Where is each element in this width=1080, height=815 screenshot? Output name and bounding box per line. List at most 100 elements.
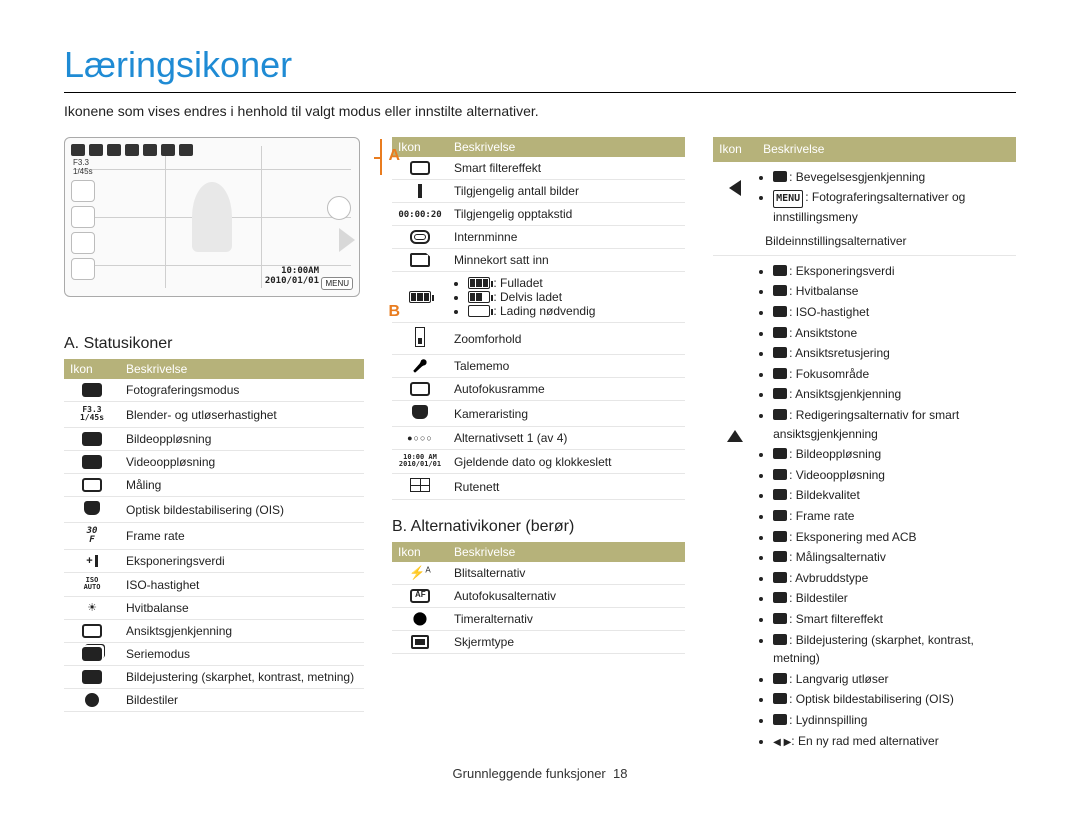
status-icon-table: Ikon Beskrivelse FotograferingsmodusF3.3…: [64, 359, 364, 712]
battery-desc-cell: : Fulladet : Delvis ladet : Lading nødve…: [448, 272, 685, 323]
table-row: 30FFrame rate: [64, 523, 364, 550]
datetime-readout: 10:00AM2010/01/01: [265, 266, 319, 286]
description-cell: Kameraristing: [448, 401, 685, 427]
page-footer: Grunnleggende funksjoner 18: [64, 752, 1016, 781]
table-row: Zoomforhold: [392, 323, 685, 355]
up-arrow-group: : Eksponeringsverdi: Hvitbalanse: ISO-ha…: [713, 256, 1016, 752]
icon-cell: [64, 550, 120, 573]
option-icon-table: Ikon Beskrivelse ABlitsalternativAFAutof…: [392, 542, 685, 654]
description-cell: ISO-hastighet: [120, 573, 364, 597]
menu-text-icon: MENU: [773, 190, 803, 208]
misc2-icon: [179, 144, 193, 156]
table-row: Bildestiler: [64, 689, 364, 712]
list-item: : Redigeringsalternativ for smart ansikt…: [773, 406, 1016, 443]
list-item: : Målingsalternativ: [773, 548, 1016, 567]
palette-icon: [85, 693, 99, 707]
list-item: : Bildekvalitet: [773, 486, 1016, 505]
icon-cell: [64, 379, 120, 402]
memory-card-icon: [410, 253, 430, 267]
setting-icon: [773, 347, 787, 358]
description-cell: Blender- og utløserhastighet: [120, 402, 364, 428]
icon-cell: [64, 689, 120, 712]
icon-cell: A: [392, 562, 448, 585]
setting-icon: [773, 673, 787, 684]
table-row: Eksponeringsverdi: [64, 550, 364, 573]
list-item: : Langvarig utløser: [773, 670, 1016, 689]
setting-icon: [773, 409, 787, 420]
description-cell: Måling: [120, 474, 364, 497]
icon-cell: [392, 180, 448, 203]
description-cell: Rutenett: [448, 474, 685, 500]
adjust-icon: [82, 670, 102, 684]
description-cell: Hvitbalanse: [120, 597, 364, 620]
meter-icon: [125, 144, 139, 156]
table-row: Seriemodus: [64, 643, 364, 666]
callout-label-b: B: [388, 303, 400, 321]
description-cell: Autofokusramme: [448, 378, 685, 401]
table-row: 10:00 AM2010/01/01Gjeldende dato og klok…: [392, 450, 685, 474]
setting-icon: [773, 285, 787, 296]
gridlines-icon: [410, 478, 430, 492]
list-item: : Videooppløsning: [773, 466, 1016, 485]
right-header-row: Ikon Beskrivelse: [713, 137, 1016, 162]
description-cell: Gjeldende dato og klokkeslett: [448, 450, 685, 474]
description-cell: Minnekort satt inn: [448, 249, 685, 272]
table-row: Talememo: [392, 355, 685, 378]
document-page: Læringsikoner Ikonene som vises endres i…: [0, 0, 1080, 781]
zoom-icon: [415, 327, 425, 347]
table-row: Internminne: [392, 226, 685, 249]
col-header-icon: Ikon: [392, 542, 448, 562]
footer-page-number: 18: [613, 766, 627, 781]
menu-button-icon: MENU: [321, 277, 353, 290]
section-b-title: B. Alternativikoner (berør): [392, 518, 685, 536]
setting-icon: [773, 489, 787, 500]
table-row: Timeralternativ: [392, 608, 685, 631]
icon-cell: [392, 355, 448, 378]
icon-cell: [392, 323, 448, 355]
table-row: Bildeoppløsning: [64, 428, 364, 451]
icon-cell: [64, 451, 120, 474]
arrows-lr-icon: [773, 737, 791, 747]
description-cell: Blitsalternativ: [448, 562, 685, 585]
description-cell: Optisk bildestabilisering (OIS): [120, 497, 364, 523]
table-row: Ansiktsgjenkjenning: [64, 620, 364, 643]
list-item: : Smart filtereffekt: [773, 610, 1016, 629]
motion-icon: [773, 171, 787, 182]
description-cell: Tilgjengelig antall bilder: [448, 180, 685, 203]
icon-cell: [64, 666, 120, 689]
table-row: Fotograferingsmodus: [64, 379, 364, 402]
table-row: 00:00:20Tilgjengelig opptakstid: [392, 203, 685, 226]
af-option-icon: AF: [410, 589, 430, 603]
table-row: F3.31/45sBlender- og utløserhastighet: [64, 402, 364, 428]
left-touch-buttons: [71, 180, 95, 280]
battery-partial-label: : Delvis ladet: [493, 290, 562, 304]
table-row: Måling: [64, 474, 364, 497]
camera-lcd: F3.31/45s 10:00AM2010/01/01 MENU: [64, 137, 360, 297]
list-item: : Ansiktstone: [773, 324, 1016, 343]
subject-silhouette-icon: [192, 182, 232, 252]
display-button-icon: [71, 258, 95, 280]
description-cell: Smart filtereffekt: [448, 157, 685, 180]
res-icon: [89, 144, 103, 156]
rec-time-icon: 00:00:20: [398, 211, 441, 220]
icon-cell: [64, 643, 120, 666]
setting-icon: [773, 592, 787, 603]
table-row: Kameraristing: [392, 401, 685, 427]
table-row: Videooppløsning: [64, 451, 364, 474]
exposure-readout: F3.31/45s: [73, 158, 93, 176]
column-left: F3.31/45s 10:00AM2010/01/01 MENU: [64, 137, 364, 752]
table-row: Autofokusramme: [392, 378, 685, 401]
icon-cell: AF: [392, 585, 448, 608]
flash-icon: [409, 568, 425, 580]
internal-memory-icon: [410, 230, 430, 244]
setting-icon: [773, 469, 787, 480]
mode-switch-icon: [327, 196, 351, 220]
list-item: : Eksponering med ACB: [773, 528, 1016, 547]
list-item: : Eksponeringsverdi: [773, 262, 1016, 281]
setting-icon: [773, 368, 787, 379]
intro-text: Ikonene som vises endres i henhold til v…: [64, 103, 1016, 119]
col-header-desc: Beskrivelse: [120, 359, 364, 379]
list-item: : Avbruddstype: [773, 569, 1016, 588]
timer-button-icon: [71, 232, 95, 254]
description-cell: Seriemodus: [120, 643, 364, 666]
